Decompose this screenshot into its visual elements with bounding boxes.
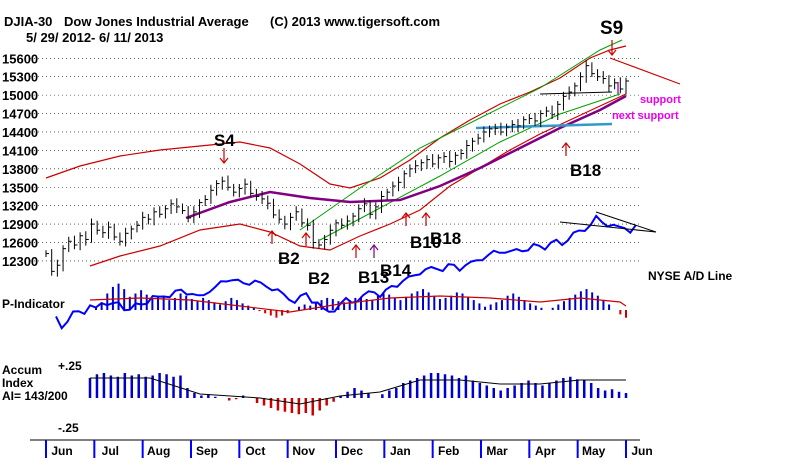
- price-tick-label: 13800: [2, 162, 38, 177]
- buy-arrow-head-4: [401, 212, 411, 219]
- price-bars: [45, 60, 629, 277]
- x-axis-label: Aug: [147, 444, 170, 458]
- ad-line-label: NYSE A/D Line: [648, 269, 733, 283]
- x-axis-label: Nov: [292, 444, 315, 458]
- resistance-line: [609, 57, 681, 85]
- price-tick-label: 14100: [2, 143, 38, 158]
- buy-arrow-head-6: [561, 142, 571, 149]
- lower-band-line: [89, 93, 627, 267]
- buy-arrow-head-5: [421, 212, 431, 219]
- signal-arrows: [219, 40, 617, 258]
- x-axis-label: Mar: [486, 444, 508, 458]
- signal-label-b13: B13: [358, 268, 389, 287]
- x-axis-label: Dec: [341, 444, 363, 458]
- signal-label-b2-a: B2: [278, 249, 300, 268]
- buy-arrow-head-3: [351, 244, 361, 251]
- price-tick-label: 15600: [2, 51, 38, 66]
- x-axis-label: Feb: [438, 444, 459, 458]
- signal-label-b18-b: B18: [570, 161, 601, 180]
- price-grid: [30, 57, 640, 262]
- support-line-black: [539, 91, 613, 95]
- ad-downtrend: [595, 211, 657, 233]
- purple-arrow-head: [369, 244, 379, 251]
- buy-arrow-head-1: [267, 230, 277, 237]
- sell-arrow-head-s4: [219, 157, 229, 164]
- p-indicator-label: P-Indicator: [2, 297, 65, 311]
- price-tick-label: 15000: [2, 88, 38, 103]
- signal-label-b2-b: B2: [308, 269, 330, 288]
- nyse-ad-line: [55, 214, 637, 330]
- signal-label-b18-a: B18: [430, 229, 461, 248]
- price-tick-label: 14700: [2, 107, 38, 122]
- x-axis-labels: Jun Jul Aug Sep Oct Nov Dec Jan Feb Mar Apr May Jun: [51, 444, 652, 458]
- price-tick-label: 12900: [2, 217, 38, 232]
- accum-label-1: Accum: [2, 363, 42, 377]
- ad-trendline: [559, 221, 657, 233]
- annotation-next-support: next support: [612, 110, 679, 122]
- chart-title: Dow Jones Industrial Average: [64, 14, 249, 29]
- accum-top-label: +.25: [58, 359, 82, 373]
- sell-arrow-head-s9: [607, 49, 617, 56]
- x-axis-label: Sep: [196, 444, 218, 458]
- accum-bottom-label: -.25: [58, 421, 79, 435]
- upper-band-line: [45, 45, 627, 189]
- signal-label-b10: B10: [410, 233, 441, 252]
- price-tick-label: 12300: [2, 254, 38, 269]
- signal-label-s4: S4: [214, 131, 235, 150]
- chart-symbol: DJIA-30: [4, 14, 52, 29]
- price-tick-label: 13200: [2, 199, 38, 214]
- price-tick-label: 15300: [2, 70, 38, 85]
- x-axis-label: Jun: [51, 444, 72, 458]
- price-tick-label: 13500: [2, 180, 38, 195]
- purple-arrows: [369, 82, 619, 258]
- signal-label-b14: B14: [380, 261, 412, 280]
- x-axis-label: Oct: [245, 444, 265, 458]
- upper-channel-line: [299, 39, 623, 231]
- annotation-support: support: [640, 94, 681, 106]
- chart-copyright: (C) 2013 www.tigersoft.com: [270, 14, 440, 29]
- x-axis-label: May: [582, 444, 606, 458]
- price-tick-labels: 15600 15300 15000 14700 14400 14100 13800 13500…: [2, 51, 38, 269]
- accum-label-3: AI= 143/200: [2, 389, 68, 403]
- price-tick-label: 14400: [2, 125, 38, 140]
- chart-date-range: 5/ 29/ 2012- 6/ 11/ 2013: [26, 30, 163, 45]
- buy-arrow-head-2: [301, 232, 311, 239]
- accum-label-2: Index: [2, 376, 34, 390]
- p-indicator-ma: [89, 295, 627, 313]
- accum-index-ma: [90, 377, 626, 405]
- support-line-blue: [475, 122, 613, 130]
- x-axis-label: Jul: [102, 444, 119, 458]
- x-axis-label: Jan: [390, 444, 411, 458]
- x-axis-ticks: [45, 440, 627, 458]
- x-axis-label: Jun: [631, 444, 652, 458]
- p-indicator-bars: [95, 283, 627, 318]
- x-axis-label: Apr: [535, 444, 556, 458]
- price-tick-label: 12600: [2, 236, 38, 251]
- accum-index-bars: [88, 373, 628, 416]
- signal-label-s9: S9: [600, 18, 623, 39]
